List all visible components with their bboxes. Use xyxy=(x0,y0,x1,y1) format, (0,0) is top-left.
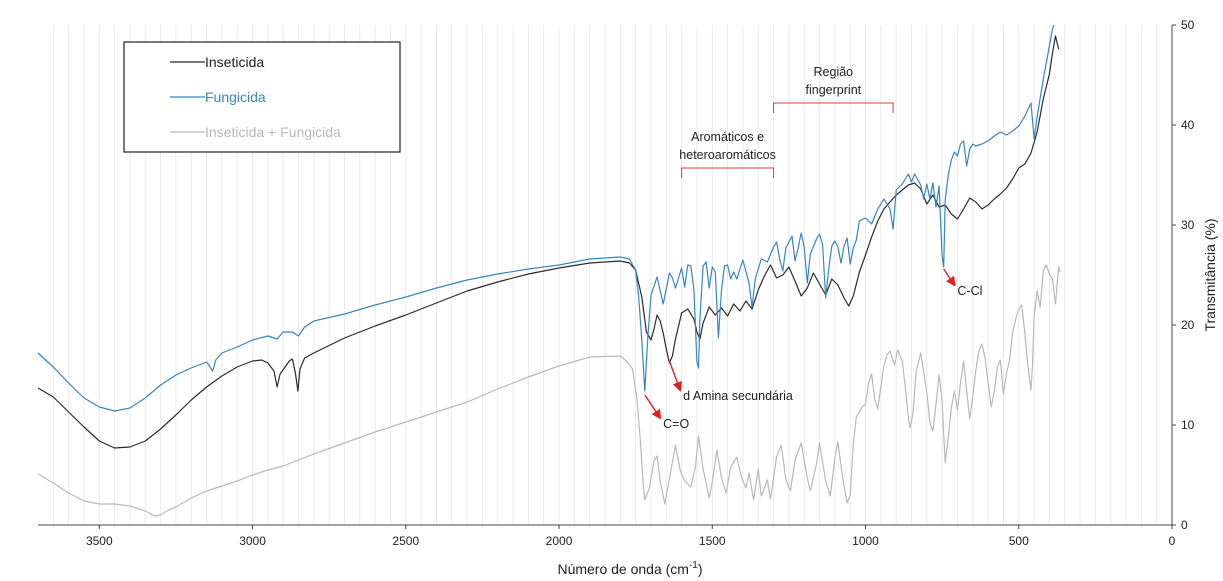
annotation-group: C=O d Amina secundária C-Cl xyxy=(644,268,982,431)
y-tick-label: 0 xyxy=(1181,518,1188,532)
y-tick-label: 40 xyxy=(1181,118,1195,132)
annotation-arrow xyxy=(943,268,956,287)
series-group xyxy=(37,24,1061,517)
bracket-1 xyxy=(773,102,894,113)
annotation-label: C=O xyxy=(663,417,689,431)
legend-label-fungicida: Fungicida xyxy=(205,89,266,105)
y-tick-label: 20 xyxy=(1181,318,1195,332)
axes: 3500 3000 2500 2000 1500 1000 500 00 10 20 30 40 50 xyxy=(38,18,1195,548)
x-tick-label: 3000 xyxy=(239,534,266,548)
bracket-group: Aromáticos e heteroaromáticos Região finger… xyxy=(679,65,894,178)
bracket-label: heteroaromáticos xyxy=(679,148,776,162)
bracket-label: Região xyxy=(814,65,854,79)
x-axis-title: Número de onda (cm-1) xyxy=(557,560,702,577)
annotation-arrow xyxy=(644,394,662,420)
annotation-label: C-Cl xyxy=(957,284,982,298)
legend: Inseticida Fungicida Inseticida + Fungic… xyxy=(123,41,401,153)
x-tick-label: 0 xyxy=(1169,534,1176,548)
series-line-1 xyxy=(37,24,1055,412)
legend-label-mistura: Inseticida + Fungicida xyxy=(205,124,341,140)
y-axis-title: Transmitância (%) xyxy=(1202,218,1218,331)
x-tick-label: 3500 xyxy=(86,534,113,548)
annotation-label: d Amina secundária xyxy=(683,389,793,403)
bracket-0 xyxy=(681,167,775,178)
series-line-2 xyxy=(37,264,1061,517)
x-tick-label: 1000 xyxy=(852,534,879,548)
y-tick-label: 30 xyxy=(1181,218,1195,232)
series-line-0 xyxy=(37,35,1060,449)
x-tick-label: 2500 xyxy=(392,534,419,548)
y-tick-label: 50 xyxy=(1181,18,1195,32)
x-tick-label: 1500 xyxy=(699,534,726,548)
y-tick-label: 10 xyxy=(1181,418,1195,432)
annotation-arrow xyxy=(668,360,682,392)
bracket-label: Aromáticos e xyxy=(691,130,764,144)
x-tick-label: 2000 xyxy=(546,534,573,548)
bracket-label: fingerprint xyxy=(806,83,862,97)
legend-label-inseticida: Inseticida xyxy=(205,54,264,70)
x-tick-label: 500 xyxy=(1009,534,1029,548)
